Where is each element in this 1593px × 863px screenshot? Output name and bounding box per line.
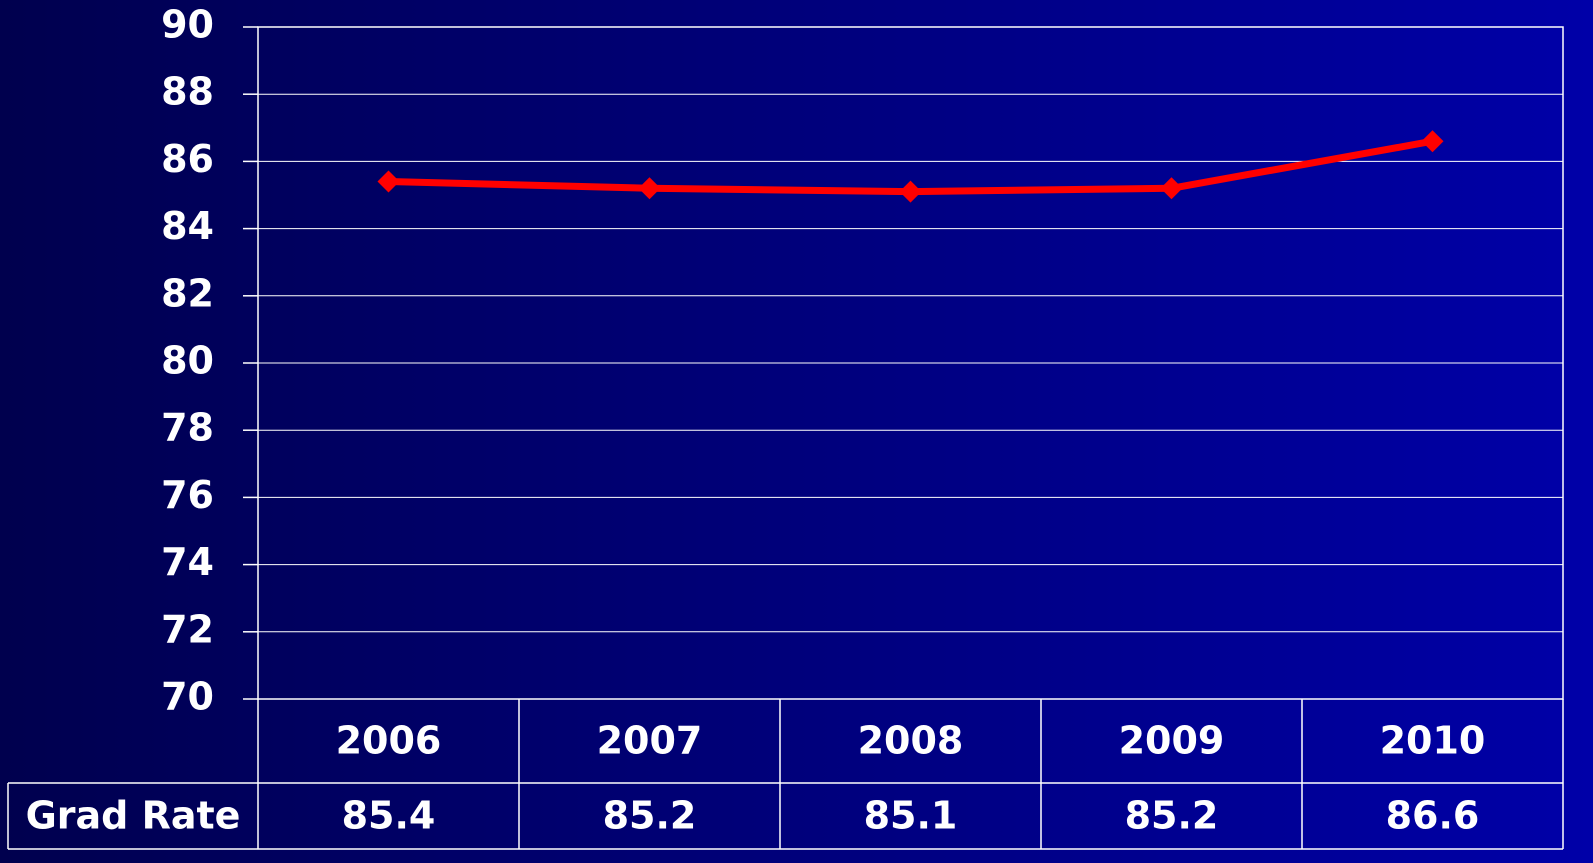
- y-tick-label: 72: [161, 607, 214, 651]
- plot-border: [257, 26, 1564, 700]
- y-tick-label: 80: [161, 339, 214, 383]
- x-tick-label: 2009: [1119, 719, 1225, 763]
- y-tick-label: 88: [161, 70, 214, 114]
- table-value: 85.2: [603, 794, 697, 838]
- x-tick-label: 2006: [336, 719, 442, 763]
- table-value: 85.2: [1125, 794, 1219, 838]
- y-tick-label: 74: [161, 540, 214, 584]
- y-tick-label: 82: [161, 271, 214, 315]
- marker: [1160, 177, 1183, 200]
- table-value: 85.1: [864, 794, 958, 838]
- table-value: 86.6: [1386, 794, 1480, 838]
- y-tick-label: 70: [161, 675, 214, 719]
- y-tick-label: 86: [161, 137, 214, 181]
- marker: [899, 180, 922, 203]
- marker: [1421, 130, 1444, 153]
- x-tick-label: 2010: [1380, 719, 1486, 763]
- table-value: 85.4: [342, 794, 436, 838]
- y-tick-label: 84: [161, 204, 214, 248]
- x-tick-label: 2007: [597, 719, 703, 763]
- y-tick-label: 76: [161, 473, 214, 517]
- x-tick-label: 2008: [858, 719, 964, 763]
- y-tick-label: 90: [161, 3, 214, 47]
- y-tick-label: 78: [161, 406, 214, 450]
- marker: [377, 170, 400, 193]
- legend-label: Grad Rate: [26, 794, 241, 838]
- marker: [638, 177, 661, 200]
